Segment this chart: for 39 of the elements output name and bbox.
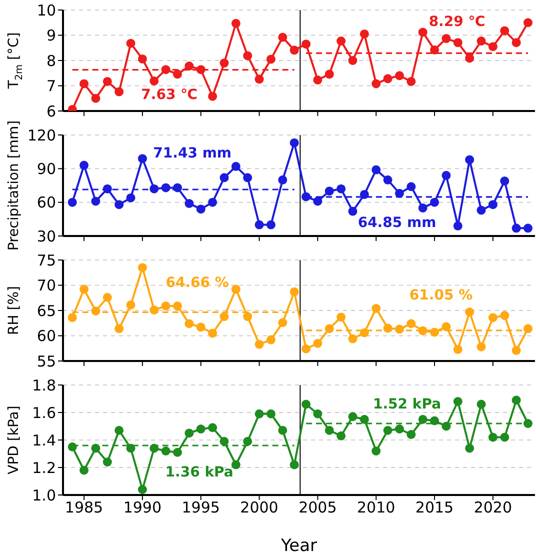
- y-tick-label: 1.2: [32, 458, 56, 477]
- x-tick-label: 2020: [474, 498, 512, 517]
- x-tick-label: 2005: [298, 498, 337, 517]
- y-tick-label: 1.0: [32, 486, 56, 504]
- y-tick-label: 8: [46, 52, 56, 70]
- y-tick-label: 60: [36, 327, 56, 346]
- y-tick-label: 7: [46, 77, 56, 96]
- annotation: 8.29 ℃: [428, 14, 486, 30]
- x-tick-label: 2000: [240, 498, 278, 517]
- x-axis-title: Year: [280, 536, 318, 555]
- y-tick-label: 10: [36, 1, 56, 20]
- annotation: 61.05 %: [409, 287, 473, 304]
- y-axis-title: VPD [kPa]: [6, 406, 22, 474]
- y-tick-label: 60: [36, 194, 56, 212]
- y-axis-title: Precipitation [mm]: [6, 120, 22, 251]
- annotation: 1.52 kPa: [372, 396, 442, 412]
- y-tick-label: 1.4: [32, 431, 56, 450]
- y-tick-label: 1.8: [32, 376, 56, 394]
- annotation: 64.66 %: [166, 275, 229, 292]
- y-tick-label: 30: [36, 227, 56, 246]
- x-tick-label: 1985: [64, 498, 104, 517]
- y-tick-label: 9: [46, 26, 56, 45]
- y-tick-label: 75: [36, 251, 56, 270]
- annotation: 64.85 mm: [358, 214, 436, 231]
- y-tick-label: 90: [36, 160, 56, 178]
- y-tick-label: 55: [36, 352, 56, 370]
- x-tick-label: 2010: [357, 498, 396, 517]
- x-tick-label: 2015: [415, 498, 454, 517]
- y-tick-label: 1.6: [32, 404, 56, 422]
- y-tick-label: 70: [36, 276, 56, 295]
- y-tick-label: 6: [46, 102, 56, 120]
- y-axis-title: RH [%]: [6, 286, 22, 335]
- annotation: 1.36 kPa: [165, 464, 234, 480]
- y-tick-label: 120: [27, 126, 56, 144]
- annotation: 71.43 mm: [153, 146, 232, 162]
- x-tick-label: 1990: [123, 498, 162, 517]
- annotation: 7.63 ℃: [141, 86, 198, 103]
- x-tick-label: 1995: [182, 498, 220, 517]
- y-tick-label: 65: [36, 302, 56, 320]
